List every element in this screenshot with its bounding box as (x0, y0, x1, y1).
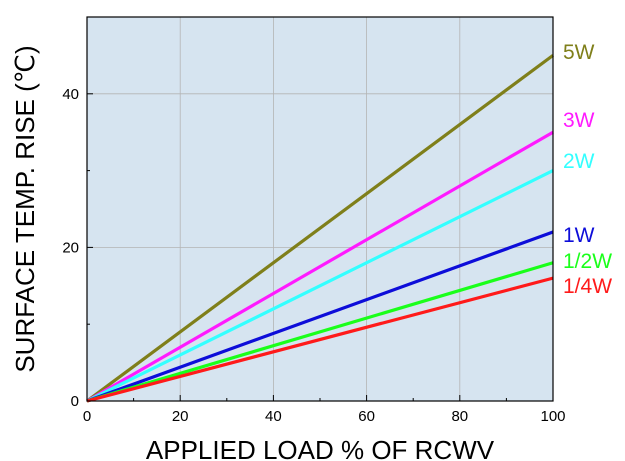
y-tick-label: 40 (62, 86, 79, 103)
plot-area (87, 17, 553, 401)
series-label: 1/4W (563, 275, 612, 298)
series-label: 5W (563, 41, 595, 64)
x-axis-title: APPLIED LOAD % OF RCWV (146, 435, 495, 461)
x-tick-label: 20 (172, 408, 189, 425)
y-tick-label: 20 (62, 239, 79, 256)
series-label: 1W (563, 224, 595, 247)
series-label: 1/2W (563, 250, 612, 273)
series-label: 2W (563, 150, 595, 173)
x-tick-label: 60 (358, 408, 375, 425)
series-line (86, 130, 554, 403)
x-tick-label: 0 (83, 408, 91, 425)
series-line (86, 276, 554, 403)
grid (87, 17, 553, 401)
series-line (86, 261, 554, 403)
series-label: 3W (563, 109, 595, 132)
x-tick-label: 40 (265, 408, 282, 425)
x-tick-label: 80 (451, 408, 468, 425)
y-axis-title: SURFACE TEMP. RISE (℃) (10, 45, 40, 372)
series-line (86, 54, 554, 403)
series-lines (86, 54, 554, 403)
axis-ticks: 0 20 40 60 80 100 0 20 40 (62, 16, 566, 425)
series-labels: 5W 3W 2W 1W 1/2W1/4W (563, 41, 612, 298)
y-tick-label: 0 (71, 393, 79, 410)
x-tick-label: 100 (540, 408, 565, 425)
series-line (86, 230, 554, 403)
series-line (86, 169, 554, 403)
